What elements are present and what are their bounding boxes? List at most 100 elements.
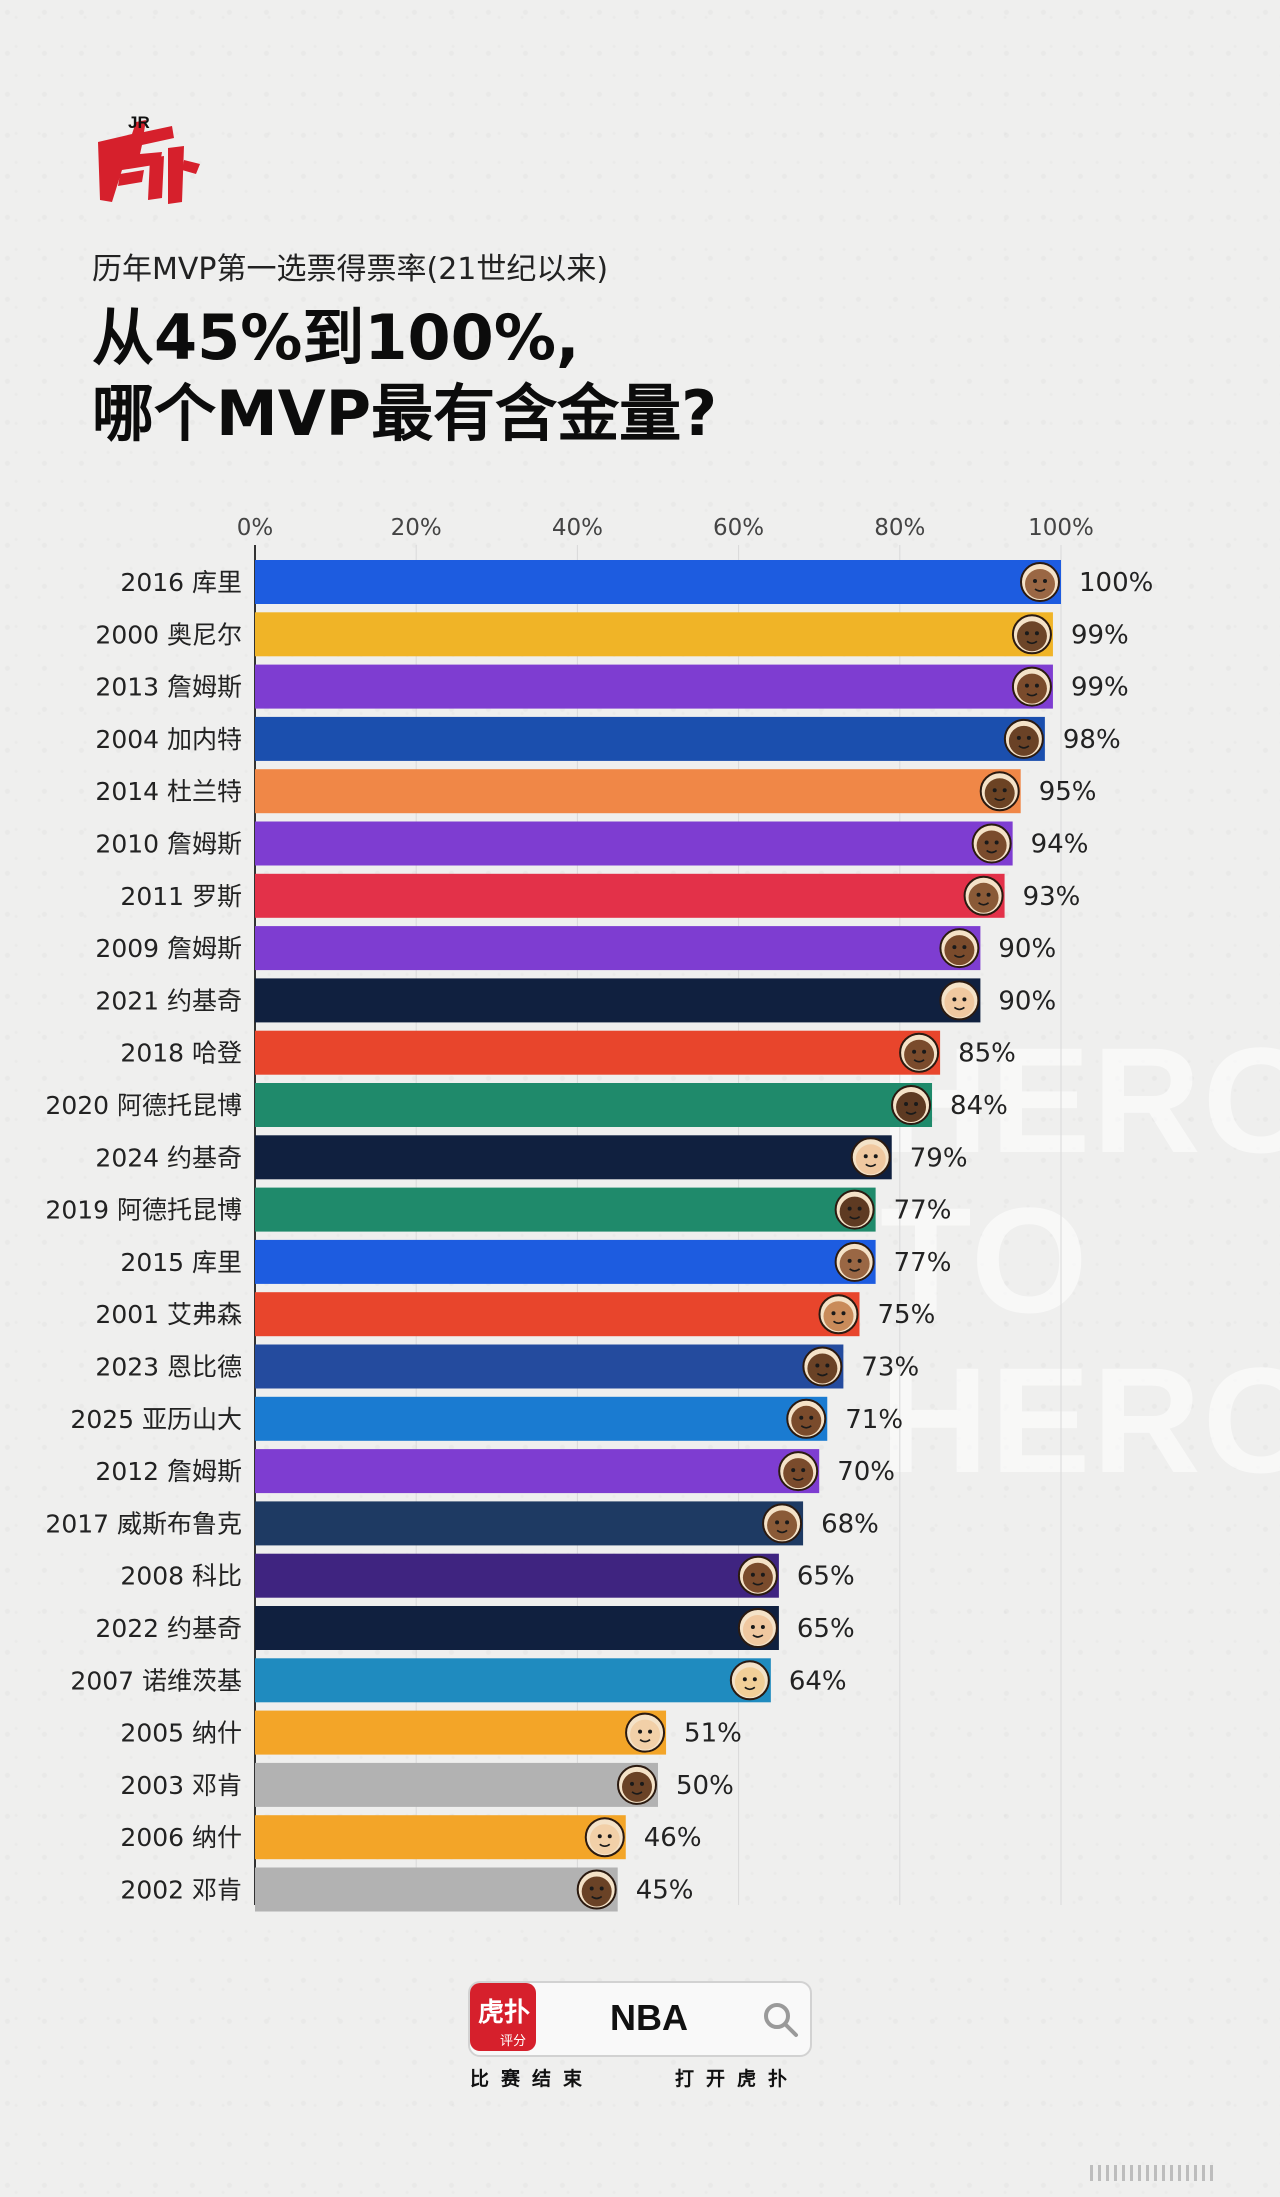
more-options-icon[interactable] [1090, 2162, 1250, 2184]
player-avatar-face [1008, 725, 1039, 756]
bar [255, 1501, 804, 1546]
player-avatar-face [622, 1771, 652, 1802]
bar [255, 978, 981, 1023]
player-avatar-eye [1024, 631, 1029, 636]
value-label: 94% [1031, 830, 1089, 860]
search-text[interactable]: NBA [610, 1997, 688, 2038]
category-label: 2018 哈登 [120, 1039, 242, 1068]
category-label: 2008 科比 [120, 1562, 242, 1591]
player-avatar-mouth [639, 1738, 651, 1743]
category-label: 2019 阿德托昆博 [45, 1196, 242, 1225]
category-label: 2001 艾弗森 [95, 1300, 242, 1329]
player-avatar-mouth [752, 1582, 764, 1586]
category-label: 2005 纳什 [120, 1719, 242, 1748]
player-avatar-eye [1024, 683, 1029, 688]
player-avatar-eye [599, 1886, 604, 1891]
player-avatar-eye [750, 1625, 755, 1629]
category-label: 2004 加内特 [95, 725, 242, 754]
footer-caption-right: 打开虎扑 [675, 2068, 800, 2090]
player-avatar-face [1016, 673, 1047, 704]
player-avatar-eye [648, 1729, 653, 1734]
player-avatar-mouth [1034, 588, 1046, 592]
player-avatar-face [783, 1458, 814, 1489]
player-avatar-eye [1016, 735, 1021, 740]
value-label: 79% [910, 1143, 968, 1173]
value-label: 93% [1023, 882, 1081, 912]
bar [255, 1710, 667, 1755]
player-avatar-mouth [953, 954, 965, 958]
value-label: 68% [821, 1509, 879, 1539]
bar [255, 1867, 618, 1912]
player-avatar-face [984, 778, 1015, 809]
value-label: 50% [676, 1771, 734, 1801]
player-avatar-mouth [792, 1477, 804, 1481]
category-label: 2022 约基奇 [95, 1614, 242, 1643]
hero-to-hero-watermark: HERO TO HERO [880, 1020, 1280, 1500]
player-avatar-eye [986, 892, 991, 897]
player-avatar-face [839, 1196, 870, 1227]
value-label: 65% [797, 1562, 855, 1592]
bar [255, 1449, 820, 1494]
player-avatar-eye [962, 997, 967, 1002]
player-avatar-mouth [953, 1006, 965, 1011]
player-avatar-eye [831, 1311, 836, 1316]
player-avatar-eye [992, 788, 997, 793]
player-avatar-eye [752, 1677, 757, 1682]
player-avatar-mouth [986, 849, 998, 854]
category-label: 2011 罗斯 [120, 882, 242, 911]
value-label: 90% [998, 986, 1056, 1016]
category-label: 2014 杜兰特 [95, 777, 242, 806]
player-avatar-eye [785, 1520, 790, 1525]
player-avatar-mouth [591, 1895, 603, 1900]
value-label: 98% [1063, 725, 1121, 755]
player-avatar-eye [760, 1572, 765, 1577]
value-label: 99% [1071, 620, 1129, 650]
player-avatar-face [742, 1562, 773, 1593]
hupu-logo-icon [98, 120, 200, 204]
player-avatar-eye [994, 840, 999, 845]
player-avatar-face [839, 1248, 870, 1279]
player-avatar-face [855, 1144, 886, 1175]
player-avatar-face [976, 830, 1007, 861]
category-label: 2003 邓肯 [120, 1771, 242, 1800]
player-avatar-face [1025, 569, 1055, 599]
category-label: 2010 詹姆斯 [95, 830, 242, 859]
player-avatar-eye [750, 1572, 755, 1577]
value-label: 84% [950, 1091, 1008, 1121]
player-avatar-mouth [800, 1425, 812, 1429]
player-avatar-face [823, 1301, 854, 1332]
player-avatar-mouth [1026, 692, 1038, 697]
player-avatar-face [968, 882, 999, 913]
category-label: 2021 约基奇 [95, 986, 242, 1015]
player-avatar-eye [640, 1781, 644, 1786]
player-avatar-eye [801, 1468, 806, 1473]
player-avatar-eye [742, 1677, 747, 1682]
player-avatar-mouth [833, 1320, 844, 1324]
title-line-1: 从45%到100%, [92, 301, 580, 374]
player-avatar-eye [857, 1258, 862, 1263]
category-label: 2025 亚历山大 [70, 1405, 242, 1434]
player-avatar-mouth [905, 1111, 917, 1115]
value-label: 64% [789, 1666, 847, 1696]
app-logo-icon[interactable] [470, 1983, 536, 2051]
value-label: 45% [636, 1876, 694, 1906]
value-label: 77% [894, 1248, 952, 1278]
app-logo-subtext: 评分 [500, 2034, 527, 2049]
x-tick-label: 60% [713, 515, 764, 541]
bar [255, 926, 981, 971]
category-label: 2009 詹姆斯 [95, 934, 242, 963]
x-tick-label: 40% [552, 515, 603, 541]
player-avatar-face [896, 1092, 927, 1122]
search-icon[interactable] [760, 1999, 800, 2039]
player-avatar-eye [962, 945, 967, 950]
category-label: 2015 库里 [120, 1248, 242, 1277]
player-avatar-mouth [1018, 745, 1030, 749]
value-label: 65% [797, 1614, 855, 1644]
category-label: 2012 詹姆斯 [95, 1457, 242, 1486]
player-avatar-eye [863, 1154, 868, 1159]
value-label: 73% [861, 1353, 919, 1383]
player-avatar-face [944, 987, 975, 1018]
player-avatar-mouth [744, 1686, 756, 1691]
player-avatar-eye [841, 1311, 846, 1316]
player-avatar-mouth [913, 1059, 925, 1063]
